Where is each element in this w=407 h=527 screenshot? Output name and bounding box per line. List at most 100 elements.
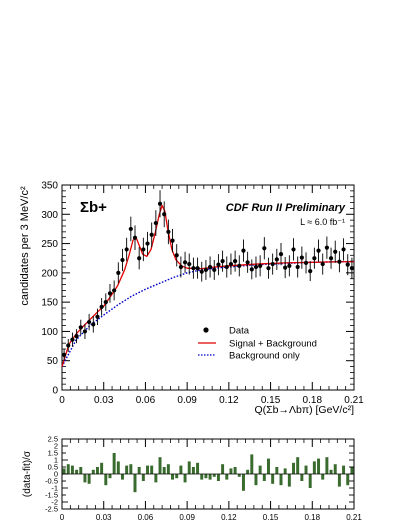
residual-y-axis-label: (data-fit)/σ xyxy=(22,450,33,497)
data-point xyxy=(195,257,200,279)
data-point-marker xyxy=(99,304,104,309)
data-point-marker xyxy=(141,247,146,252)
data-point-marker xyxy=(274,257,279,262)
data-point xyxy=(120,248,125,272)
data-point-marker xyxy=(266,266,271,271)
data-point-marker xyxy=(308,269,313,274)
residual-y-tick-label: 0.5 xyxy=(48,463,58,472)
x-tick-label: 0.03 xyxy=(94,395,114,406)
data-point xyxy=(212,259,217,280)
data-point xyxy=(162,201,167,228)
data-point-marker xyxy=(312,256,317,261)
residual-bar xyxy=(125,465,129,474)
data-point xyxy=(328,247,334,269)
residual-bar xyxy=(116,461,120,474)
data-point-marker xyxy=(162,212,167,217)
residual-bar xyxy=(250,454,254,474)
data-point-marker xyxy=(258,263,263,268)
residual-bar xyxy=(258,465,262,474)
residual-bar xyxy=(112,453,116,474)
residual-y-tick-label: 1.5 xyxy=(48,449,58,458)
residual-bar xyxy=(296,457,300,474)
data-point-marker xyxy=(74,334,79,339)
data-point-marker xyxy=(299,255,304,260)
residual-bar xyxy=(346,474,350,486)
legend: Data Signal + Background Background only xyxy=(198,326,317,362)
residual-bar xyxy=(137,467,141,474)
data-point-marker xyxy=(245,260,250,265)
data-point xyxy=(61,349,67,361)
main-y-tick-label: 150 xyxy=(41,298,58,309)
data-point-marker xyxy=(324,245,329,250)
residual-bar xyxy=(292,462,295,474)
data-point xyxy=(295,256,300,278)
residual-bar xyxy=(133,474,137,493)
data-point xyxy=(333,240,338,263)
data-point-marker xyxy=(120,257,125,263)
data-point xyxy=(170,228,175,253)
data-point-marker xyxy=(220,259,225,264)
residual-bar xyxy=(237,474,241,477)
data-point-marker xyxy=(349,266,355,271)
data-point-marker xyxy=(166,229,171,234)
data-point-marker xyxy=(303,260,309,265)
data-point-marker xyxy=(199,269,204,274)
residual-bar xyxy=(196,462,200,474)
data-point-marker xyxy=(345,262,350,267)
data-point xyxy=(91,316,96,333)
residual-bar xyxy=(271,474,275,484)
main-data-points xyxy=(61,190,355,361)
residual-bar xyxy=(212,474,216,477)
data-point-marker xyxy=(103,300,108,305)
residual-bar xyxy=(121,474,124,480)
data-point xyxy=(278,242,284,266)
legend-background-label: Background only xyxy=(229,351,300,362)
data-point xyxy=(199,261,204,282)
data-point-marker xyxy=(70,337,75,342)
residual-bar xyxy=(171,474,175,480)
main-plot-frame xyxy=(61,184,355,391)
data-point xyxy=(249,259,254,280)
main-y-tick-label: 100 xyxy=(41,327,58,338)
residual-bar xyxy=(304,465,308,474)
residual-bar xyxy=(312,461,316,474)
residual-y-tick-label: -2.5 xyxy=(45,505,58,514)
data-point xyxy=(228,253,234,275)
data-point xyxy=(312,247,317,269)
data-point xyxy=(124,237,129,262)
data-point xyxy=(207,256,213,278)
data-point-marker xyxy=(66,343,71,348)
data-point-marker xyxy=(283,265,288,270)
signal-plus-background-curve xyxy=(61,204,354,367)
data-point xyxy=(299,246,304,269)
residual-bar xyxy=(216,474,220,481)
data-point-marker xyxy=(228,261,234,267)
residual-y-tick-label: -0.5 xyxy=(45,477,58,486)
data-point-marker xyxy=(170,238,175,243)
data-point xyxy=(220,250,225,272)
data-point-marker xyxy=(333,249,338,254)
residual-bar xyxy=(254,474,258,486)
data-point-marker xyxy=(145,241,150,246)
data-point-marker xyxy=(61,352,67,357)
x-tick-label: 0.12 xyxy=(219,395,239,406)
residual-bar xyxy=(158,457,162,474)
x-tick-label: 0.18 xyxy=(304,513,320,522)
residual-bar xyxy=(104,474,108,486)
data-point xyxy=(112,280,117,301)
x-tick-label: 0.09 xyxy=(177,395,197,406)
data-point xyxy=(308,261,313,282)
residual-bar xyxy=(146,465,149,474)
residual-bar xyxy=(329,469,333,474)
data-point-marker xyxy=(233,259,238,264)
residual-y-ticks: 2.521.510.50-0.5-1-1.5-2-2.5 xyxy=(45,435,354,514)
residual-plot: 2.521.510.50-0.5-1-1.5-2-2.5 0 0.03 0.06 0.… xyxy=(22,435,362,522)
residual-bar xyxy=(275,467,279,474)
data-point-marker xyxy=(249,267,254,272)
residual-bar xyxy=(241,474,245,491)
data-point-marker xyxy=(95,314,100,319)
data-point xyxy=(187,253,192,275)
data-point xyxy=(203,259,209,280)
legend-data-marker xyxy=(203,327,209,333)
x-tick-label: 0.06 xyxy=(136,395,156,406)
